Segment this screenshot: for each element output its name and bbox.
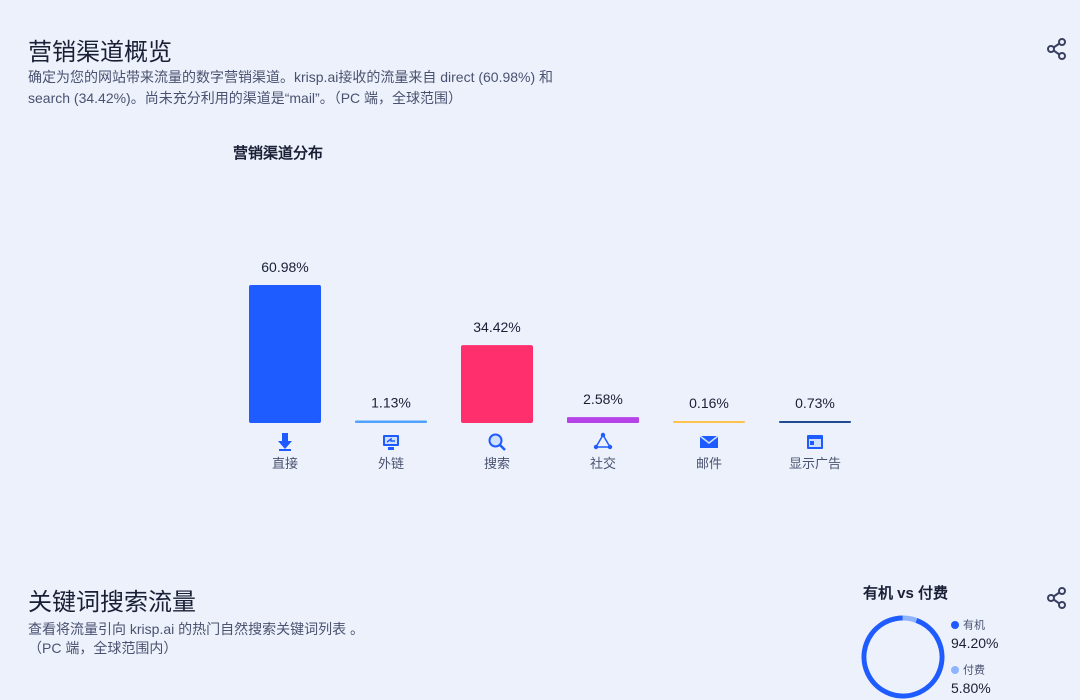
bar-4[interactable] — [673, 421, 745, 423]
legend-dot-paid — [951, 665, 959, 674]
link-monitor-icon — [381, 432, 401, 452]
donut-slice-0[interactable] — [860, 614, 946, 700]
bar-chart-title: 营销渠道分布 — [233, 145, 324, 162]
bar-0[interactable] — [249, 285, 321, 423]
category-label-5: 显示广告 — [789, 456, 841, 471]
legend-value-organic: 94.20% — [951, 634, 999, 651]
arrow-down-icon — [275, 432, 295, 452]
keywords-title: 关键词搜索流量 — [28, 589, 196, 616]
social-network-icon — [593, 432, 613, 452]
share-icon — [1047, 38, 1066, 60]
display-ad-icon — [805, 432, 825, 452]
category-label-0: 直接 — [272, 456, 298, 471]
category-label-2: 搜索 — [484, 456, 510, 471]
bar-value-label-0: 60.98% — [261, 259, 308, 275]
share-icon — [1047, 587, 1066, 609]
marketing-desc-line1: 确定为您的网站带来流量的数字营销渠道。krisp.ai接收的流量来自 direc… — [28, 69, 554, 85]
share-button-keywords[interactable] — [1045, 586, 1069, 610]
legend-label-organic: 有机 — [963, 619, 985, 632]
bar-5[interactable] — [779, 421, 851, 423]
bar-value-label-4: 0.16% — [689, 395, 729, 411]
keywords-desc-line1: 查看将流量引向 krisp.ai 的热门自然搜索关键词列表 。 — [28, 621, 365, 637]
bar-1[interactable] — [355, 420, 427, 423]
bar-value-label-3: 2.58% — [583, 391, 623, 407]
legend-organic: 有机 94.20% — [951, 616, 998, 651]
legend-label-paid: 付费 — [963, 664, 985, 677]
share-button[interactable] — [1045, 37, 1069, 61]
bar-value-label-2: 34.42% — [473, 319, 520, 335]
legend-value-paid: 5.80% — [951, 679, 991, 696]
marketing-desc-line2: search (34.42%)。尚未充分利用的渠道是“mail”。（PC 端，全… — [28, 90, 463, 106]
envelope-icon — [699, 432, 719, 452]
legend-dot-organic — [951, 620, 959, 629]
donut-slice-1[interactable] — [860, 614, 946, 700]
magnifier-icon — [487, 432, 507, 452]
keywords-desc-line2: （PC 端，全球范围内） — [28, 640, 178, 656]
bar-3[interactable] — [567, 417, 639, 423]
category-label-3: 社交 — [590, 456, 616, 471]
marketing-title: 营销渠道概览 — [28, 39, 172, 66]
bar-2[interactable] — [461, 345, 533, 423]
category-label-1: 外链 — [378, 456, 404, 471]
donut-chart-title: 有机 vs 付费 — [863, 585, 949, 602]
organic-paid-donut — [860, 614, 946, 700]
bar-value-label-1: 1.13% — [371, 394, 411, 410]
legend-paid: 付费 5.80% — [951, 661, 991, 696]
category-label-4: 邮件 — [696, 456, 722, 471]
bar-value-label-5: 0.73% — [795, 395, 835, 411]
